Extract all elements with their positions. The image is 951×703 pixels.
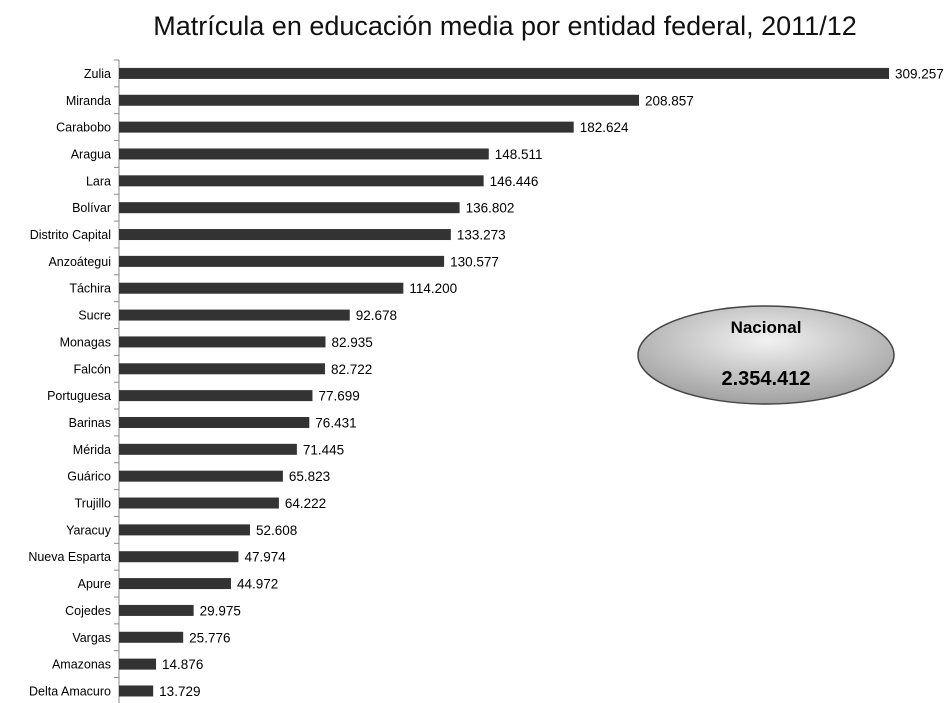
bar: [119, 470, 283, 482]
data-label: 65.823: [289, 469, 330, 484]
data-label: 146.446: [490, 174, 539, 189]
data-label: 309.257: [895, 66, 944, 81]
category-label: Nueva Esparta: [28, 550, 111, 564]
data-label: 133.273: [457, 228, 506, 243]
category-label: Anzoátegui: [48, 255, 111, 269]
national-total-callout: Nacional 2.354.412: [637, 305, 895, 405]
data-label: 47.974: [244, 550, 286, 565]
bar: [119, 94, 640, 106]
bar: [119, 578, 231, 590]
bar: [119, 524, 250, 536]
data-label: 76.431: [315, 415, 356, 430]
data-label: 136.802: [466, 201, 515, 216]
category-label: Táchira: [69, 282, 111, 296]
bar: [119, 631, 184, 643]
category-label: Lara: [86, 174, 111, 188]
bar: [119, 390, 313, 402]
data-label: 77.699: [318, 389, 359, 404]
data-label: 14.876: [162, 657, 203, 672]
data-label: 208.857: [645, 93, 694, 108]
data-label: 182.624: [580, 120, 629, 135]
data-label: 25.776: [189, 630, 230, 645]
bar: [119, 121, 574, 133]
bar: [119, 255, 445, 267]
category-label: Barinas: [69, 416, 111, 430]
national-total-label: Nacional: [731, 318, 802, 337]
category-label: Trujillo: [75, 497, 111, 511]
category-label: Delta Amacuro: [29, 684, 111, 698]
category-label: Vargas: [72, 631, 111, 645]
data-label: 82.722: [331, 362, 372, 377]
category-label: Miranda: [66, 94, 111, 108]
category-label: Apure: [78, 577, 111, 591]
bar: [119, 309, 350, 321]
data-label: 82.935: [331, 335, 372, 350]
category-label: Aragua: [71, 147, 111, 161]
category-label: Carabobo: [56, 121, 111, 135]
bar: [119, 551, 239, 563]
data-label: 92.678: [356, 308, 397, 323]
bar: [119, 67, 889, 79]
category-label: Yaracuy: [66, 523, 112, 537]
data-label: 114.200: [409, 281, 457, 296]
category-label: Amazonas: [52, 658, 111, 672]
bar: [119, 416, 310, 428]
bar: [119, 685, 154, 697]
bar: [119, 604, 194, 616]
bar: [119, 658, 157, 670]
bar: [119, 202, 460, 214]
data-label: 13.729: [159, 684, 200, 699]
data-label: 71.445: [303, 442, 344, 457]
national-total-oval: [637, 305, 895, 405]
category-label: Sucre: [78, 309, 111, 323]
category-label: Zulia: [84, 67, 111, 81]
category-label: Guárico: [67, 470, 111, 484]
category-label: Falcón: [73, 362, 111, 376]
data-label: 44.972: [237, 577, 278, 592]
bar: [119, 363, 325, 375]
data-label: 52.608: [256, 523, 297, 538]
bar: [119, 497, 279, 509]
category-label: Distrito Capital: [30, 228, 111, 242]
national-total-value: 2.354.412: [722, 368, 811, 390]
bar: [119, 175, 484, 187]
category-label: Portuguesa: [47, 389, 111, 403]
data-label: 130.577: [450, 254, 499, 269]
data-label: 29.975: [200, 603, 241, 618]
bar: [119, 336, 326, 348]
bar: [119, 148, 489, 160]
bar: [119, 282, 404, 294]
bar: [119, 443, 297, 455]
data-label: 64.222: [285, 496, 326, 511]
category-label: Monagas: [60, 335, 111, 349]
category-label: Mérida: [73, 443, 111, 457]
bar: [119, 229, 451, 241]
category-label: Bolívar: [72, 201, 111, 215]
category-label: Cojedes: [65, 604, 111, 618]
chart-title: Matrícula en educación media por entidad…: [153, 11, 856, 41]
data-label: 148.511: [495, 147, 543, 162]
